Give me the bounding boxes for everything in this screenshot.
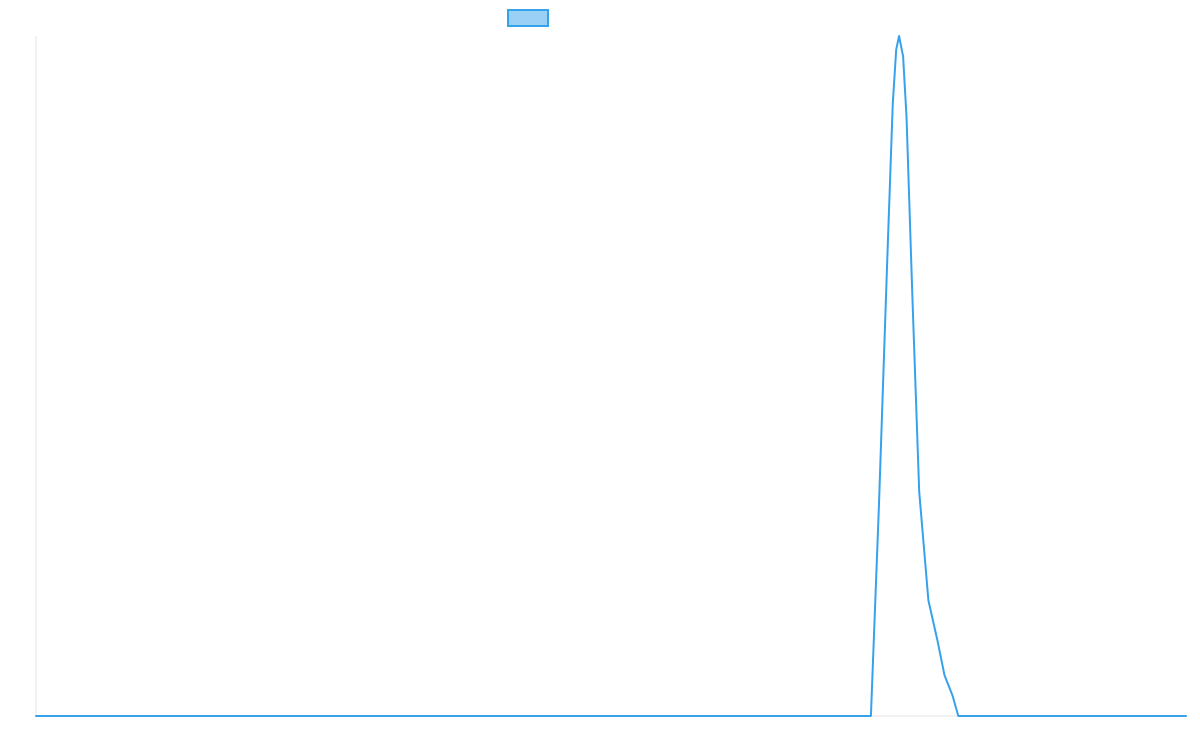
series-layer xyxy=(35,35,1187,717)
legend-swatch[interactable] xyxy=(507,9,549,27)
series-line xyxy=(35,35,1187,717)
legend xyxy=(507,9,549,27)
axes xyxy=(35,36,1186,717)
